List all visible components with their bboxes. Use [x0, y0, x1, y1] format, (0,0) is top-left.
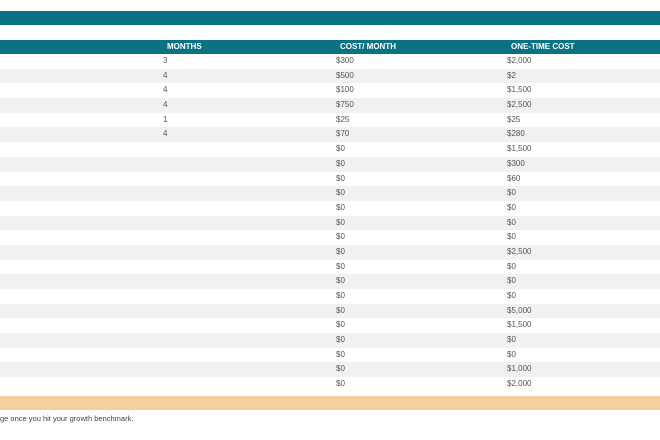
table-row: $0 $2,000 — [0, 377, 660, 392]
table-row: $0 $1,500 — [0, 318, 660, 333]
cell-one-time-cost: $1,500 — [507, 85, 532, 95]
cell-cost-month: $100 — [336, 85, 354, 95]
table-row: $0 $0 — [0, 274, 660, 289]
cell-one-time-cost: $1,500 — [507, 144, 532, 154]
cell-cost-month: $0 — [336, 158, 345, 168]
cell-one-time-cost: $0 — [507, 217, 516, 227]
table-row: $0 $0 — [0, 186, 660, 201]
table-row: $0 $60 — [0, 172, 660, 187]
cell-one-time-cost: $2,000 — [507, 379, 532, 389]
total-row — [0, 396, 660, 410]
cell-months: 1 — [163, 114, 168, 124]
cell-cost-month: $0 — [336, 349, 345, 359]
table-row: 4 $750 $2,500 — [0, 98, 660, 113]
table-header: MONTHS COST/ MONTH ONE-TIME COST — [0, 40, 660, 54]
cell-one-time-cost: $2,000 — [507, 56, 532, 65]
table-row: 4 $100 $1,500 — [0, 83, 660, 98]
footnote: ge once you hit your growth benchmark. — [0, 414, 134, 423]
cell-one-time-cost: $0 — [507, 291, 516, 300]
cell-one-time-cost: $0 — [507, 349, 516, 359]
cell-cost-month: $0 — [336, 276, 345, 286]
cell-one-time-cost: $0 — [507, 261, 516, 271]
table-row: $0 $0 — [0, 215, 660, 231]
title-bar — [0, 11, 660, 25]
cell-cost-month: $500 — [336, 70, 354, 80]
cell-cost-month: $0 — [336, 188, 345, 198]
table-row: 4 $70 $280 — [0, 127, 660, 143]
table-row: 4 $500 $2 — [0, 68, 660, 84]
header-months: MONTHS — [167, 42, 202, 51]
cell-months: 4 — [163, 70, 168, 80]
header-cost-month: COST/ MONTH — [340, 42, 396, 51]
cell-one-time-cost: $0 — [507, 188, 516, 198]
table-body: 3 $300 $2,000 4 $500 $2 4 $100 $1,500 4 $750 $2,500… — [0, 54, 660, 392]
cell-one-time-cost: $280 — [507, 129, 525, 139]
cell-one-time-cost: $60 — [507, 173, 521, 183]
cell-one-time-cost: $0 — [507, 335, 516, 345]
cell-one-time-cost: $2 — [507, 70, 516, 80]
cell-one-time-cost: $0 — [507, 276, 516, 286]
table-row: $0 $1,000 — [0, 362, 660, 378]
cell-cost-month: $0 — [336, 217, 345, 227]
cell-cost-month: $0 — [336, 202, 345, 212]
cell-cost-month: $0 — [336, 335, 345, 345]
cell-one-time-cost: $1,500 — [507, 320, 532, 330]
cell-cost-month: $0 — [336, 320, 345, 330]
table-row: $0 $0 — [0, 260, 660, 275]
cell-cost-month: $0 — [336, 364, 345, 374]
cell-one-time-cost: $0 — [507, 202, 516, 212]
table-row: $0 $300 — [0, 156, 660, 172]
cell-months: 4 — [163, 85, 168, 95]
cell-one-time-cost: $2,500 — [507, 100, 532, 110]
cell-one-time-cost: $0 — [507, 232, 516, 242]
table-row: $0 $0 — [0, 289, 660, 304]
cell-one-time-cost: $1,000 — [507, 364, 532, 374]
table-row: $0 $0 — [0, 348, 660, 363]
cell-one-time-cost: $5,000 — [507, 305, 532, 315]
table-row: $0 $0 — [0, 230, 660, 245]
table-row: 1 $25 $25 — [0, 113, 660, 128]
table-row: $0 $1,500 — [0, 142, 660, 157]
cell-months: 4 — [163, 129, 168, 139]
cell-cost-month: $0 — [336, 173, 345, 183]
cell-one-time-cost: $25 — [507, 114, 521, 124]
table-row: 3 $300 $2,000 — [0, 54, 660, 69]
cell-cost-month: $25 — [336, 114, 350, 124]
cell-months: 4 — [163, 100, 168, 110]
cell-cost-month: $0 — [336, 144, 345, 154]
cell-cost-month: $0 — [336, 379, 345, 389]
table-row: $0 $5,000 — [0, 303, 660, 319]
table-row: $0 $0 — [0, 201, 660, 216]
cell-cost-month: $0 — [336, 246, 345, 256]
cell-one-time-cost: $300 — [507, 158, 525, 168]
cell-cost-month: $0 — [336, 305, 345, 315]
header-one-time-cost: ONE-TIME COST — [511, 42, 575, 51]
cell-cost-month: $0 — [336, 291, 345, 300]
cell-cost-month: $70 — [336, 129, 350, 139]
cell-months: 3 — [163, 56, 168, 65]
cost-table: MONTHS COST/ MONTH ONE-TIME COST 3 $300 $2… — [0, 40, 660, 392]
table-row: $0 $2,500 — [0, 244, 660, 260]
cell-cost-month: $750 — [336, 100, 354, 110]
cell-cost-month: $0 — [336, 232, 345, 242]
table-row: $0 $0 — [0, 333, 660, 348]
cell-cost-month: $300 — [336, 56, 354, 65]
cell-one-time-cost: $2,500 — [507, 246, 532, 256]
cell-cost-month: $0 — [336, 261, 345, 271]
